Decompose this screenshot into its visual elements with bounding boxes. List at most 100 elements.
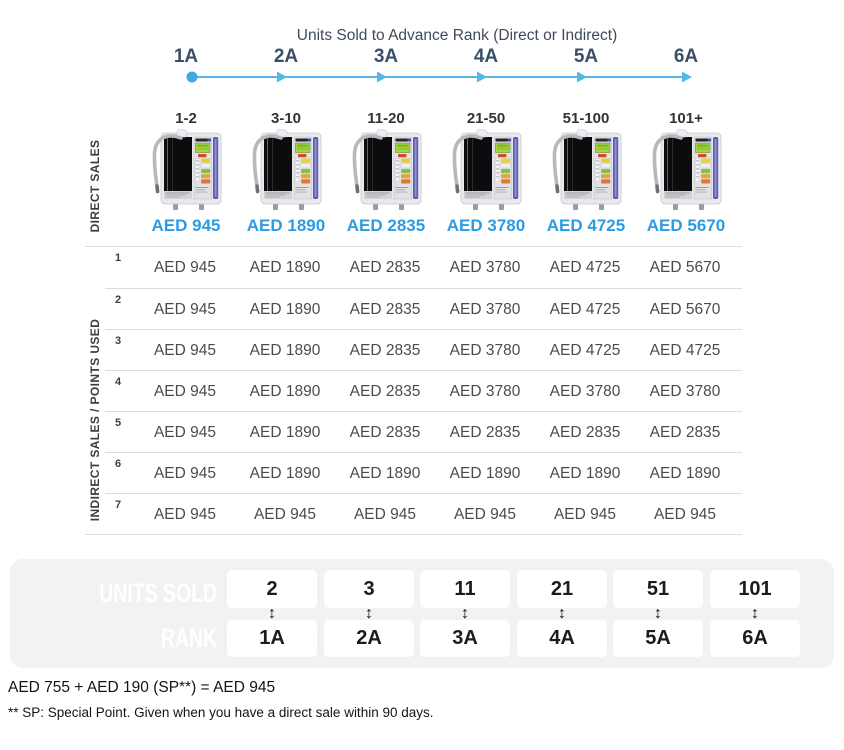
rank-value-cell: 6A bbox=[710, 620, 800, 657]
indirect-price: AED 945 bbox=[453, 506, 517, 523]
price-formula-note: AED 755 + AED 190 (SP**) = AED 945 bbox=[8, 679, 276, 696]
units-sold-label: UNITS SOLD bbox=[99, 578, 217, 608]
indirect-price: AED 3780 bbox=[449, 301, 521, 318]
up-down-arrow-icon: ↕ bbox=[268, 605, 276, 622]
indirect-price: AED 2835 bbox=[549, 424, 621, 441]
water-ionizer-machine-icon bbox=[352, 129, 423, 212]
up-down-arrow-icon: ↕ bbox=[751, 605, 759, 622]
indirect-price: AED 945 bbox=[253, 506, 317, 523]
water-ionizer-machine-icon bbox=[452, 129, 523, 212]
rank-step-5A: 5A bbox=[573, 46, 599, 67]
units-range-header: 51-100 bbox=[562, 110, 610, 127]
indirect-row: 7 AED 945 AED 945 AED 945 AED 945 AED 94… bbox=[105, 493, 742, 534]
row-divider bbox=[85, 246, 742, 247]
indirect-price: AED 3780 bbox=[649, 383, 721, 400]
indirect-price: AED 1890 bbox=[349, 465, 421, 482]
units-rank-panel: UNITS SOLD RANK 2 3 11 21 51 101 ↕ ↕ ↕ ↕… bbox=[10, 559, 834, 668]
rank-step-1A: 1A bbox=[173, 46, 199, 67]
row-number: 4 bbox=[115, 376, 122, 388]
direct-sale-price: AED 945 bbox=[151, 216, 221, 235]
rank-value-cell: 5A bbox=[613, 620, 703, 657]
indirect-row: 6 AED 945 AED 1890 AED 1890 AED 1890 AED… bbox=[105, 452, 742, 493]
indirect-price: AED 2835 bbox=[349, 342, 421, 359]
indirect-price: AED 2835 bbox=[349, 301, 421, 318]
indirect-price: AED 4725 bbox=[649, 342, 721, 359]
indirect-price: AED 1890 bbox=[249, 424, 321, 441]
row-number: 1 bbox=[115, 252, 122, 264]
row-number: 6 bbox=[115, 458, 122, 470]
row-number: 7 bbox=[115, 499, 122, 511]
indirect-price: AED 2835 bbox=[649, 424, 721, 441]
indirect-price: AED 2835 bbox=[349, 424, 421, 441]
units-value-cell: 51 bbox=[613, 570, 703, 608]
row-number: 2 bbox=[115, 294, 122, 306]
indirect-price: AED 945 bbox=[153, 259, 217, 276]
indirect-price: AED 4725 bbox=[549, 259, 621, 276]
right-arrow-timeline-icon bbox=[186, 71, 692, 83]
indirect-price: AED 1890 bbox=[249, 342, 321, 359]
units-value-cell: 101 bbox=[710, 570, 800, 608]
indirect-price: AED 945 bbox=[653, 506, 717, 523]
indirect-row: 5 AED 945 AED 1890 AED 2835 AED 2835 AED… bbox=[105, 411, 742, 452]
indirect-price: AED 1890 bbox=[249, 301, 321, 318]
indirect-price: AED 3780 bbox=[449, 259, 521, 276]
rank-value-cell: 2A bbox=[324, 620, 414, 657]
direct-sale-price: AED 2835 bbox=[346, 216, 426, 235]
indirect-price: AED 2835 bbox=[349, 259, 421, 276]
rank-step-2A: 2A bbox=[273, 46, 299, 67]
rank-label: RANK bbox=[160, 623, 217, 653]
indirect-price: AED 945 bbox=[553, 506, 617, 523]
indirect-price: AED 3780 bbox=[549, 383, 621, 400]
up-down-arrow-icon: ↕ bbox=[654, 605, 662, 622]
indirect-price: AED 945 bbox=[153, 301, 217, 318]
units-value-cell: 3 bbox=[324, 570, 414, 608]
indirect-price: AED 945 bbox=[153, 465, 217, 482]
direct-sales-label: DIRECT SALES bbox=[88, 139, 102, 233]
indirect-price: AED 1890 bbox=[249, 383, 321, 400]
direct-sale-price: AED 1890 bbox=[246, 216, 326, 235]
units-range-header: 3-10 bbox=[270, 110, 302, 127]
indirect-price: AED 1890 bbox=[549, 465, 621, 482]
indirect-price: AED 3780 bbox=[449, 383, 521, 400]
water-ionizer-machine-icon bbox=[552, 129, 623, 212]
sp-footnote: ** SP: Special Point. Given when you hav… bbox=[8, 705, 434, 720]
indirect-sales-label: INDIRECT SALES / POINTS USED bbox=[88, 318, 102, 522]
direct-sale-price: AED 4725 bbox=[546, 216, 626, 235]
rank-value-cell: 1A bbox=[227, 620, 317, 657]
units-value-cell: 21 bbox=[517, 570, 607, 608]
indirect-price: AED 3780 bbox=[449, 342, 521, 359]
indirect-sales-table: 1 AED 945 AED 1890 AED 2835 AED 3780 AED… bbox=[105, 247, 742, 534]
direct-sale-price: AED 5670 bbox=[646, 216, 726, 235]
up-down-arrow-icon: ↕ bbox=[558, 605, 566, 622]
indirect-row: 2 AED 945 AED 1890 AED 2835 AED 3780 AED… bbox=[105, 288, 742, 329]
rank-value-cell: 4A bbox=[517, 620, 607, 657]
indirect-price: AED 2835 bbox=[449, 424, 521, 441]
indirect-price: AED 1890 bbox=[249, 465, 321, 482]
indirect-price: AED 4725 bbox=[549, 301, 621, 318]
indirect-price: AED 945 bbox=[153, 506, 217, 523]
indirect-price: AED 1890 bbox=[249, 259, 321, 276]
direct-sale-price: AED 3780 bbox=[446, 216, 526, 235]
indirect-price: AED 5670 bbox=[649, 259, 721, 276]
water-ionizer-machine-icon bbox=[252, 129, 323, 212]
rank-step-6A: 6A bbox=[673, 46, 699, 67]
indirect-row: 4 AED 945 AED 1890 AED 2835 AED 3780 AED… bbox=[105, 370, 742, 411]
rank-step-3A: 3A bbox=[373, 46, 399, 67]
up-down-arrow-icon: ↕ bbox=[461, 605, 469, 622]
indirect-price: AED 4725 bbox=[549, 342, 621, 359]
indirect-price: AED 945 bbox=[153, 383, 217, 400]
rank-value-cell: 3A bbox=[420, 620, 510, 657]
row-number: 5 bbox=[115, 417, 122, 429]
units-range-header: 21-50 bbox=[466, 110, 506, 127]
water-ionizer-machine-icon bbox=[152, 129, 223, 212]
indirect-row: 3 AED 945 AED 1890 AED 2835 AED 3780 AED… bbox=[105, 329, 742, 370]
up-down-arrow-icon: ↕ bbox=[365, 605, 373, 622]
units-range-header: 11-20 bbox=[367, 110, 405, 127]
indirect-price: AED 945 bbox=[153, 424, 217, 441]
indirect-price: AED 1890 bbox=[449, 465, 521, 482]
units-range-header: 101+ bbox=[669, 110, 703, 127]
units-value-cell: 11 bbox=[420, 570, 510, 608]
indirect-price: AED 945 bbox=[153, 342, 217, 359]
units-value-cell: 2 bbox=[227, 570, 317, 608]
